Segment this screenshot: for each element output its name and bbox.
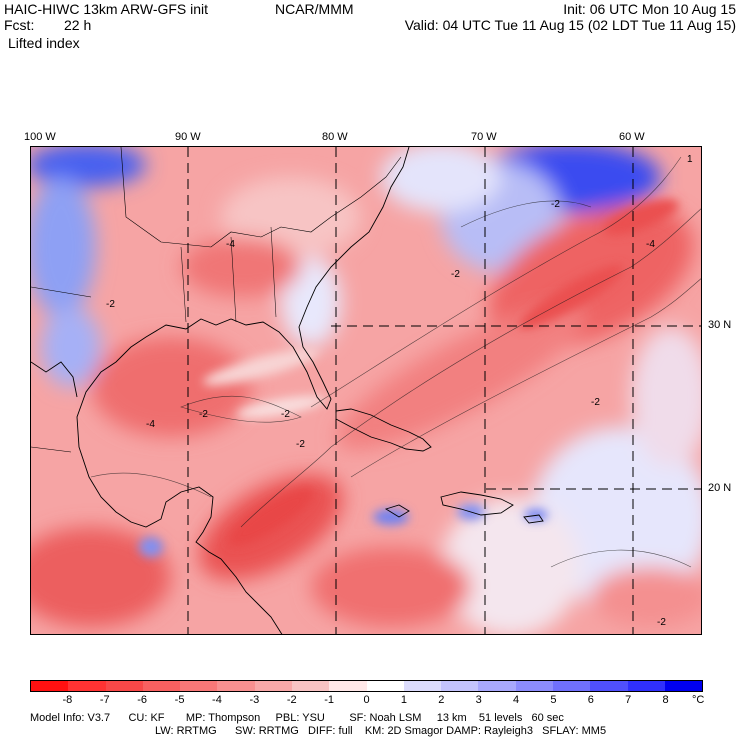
contour-label: -2 xyxy=(551,199,560,210)
colorbar-swatch xyxy=(31,681,69,691)
colorbar-swatch xyxy=(664,681,703,691)
lon-label-60w: 60 W xyxy=(619,131,645,143)
lon-label-70w: 70 W xyxy=(471,131,497,143)
contour-label: -2 xyxy=(296,439,305,450)
colorbar-tick-label: -4 xyxy=(212,694,222,706)
colorbar-swatch xyxy=(105,681,143,691)
jamaica-outline xyxy=(384,504,410,518)
plains-stable-area xyxy=(31,147,146,187)
lat-label-30n: 30 N xyxy=(708,319,732,331)
colorbar-tick-label: -5 xyxy=(174,694,185,706)
colorbar-tick-label: 5 xyxy=(550,694,557,706)
map-svg: -2 -4 -2 -4 -2 -2 -2 -4 -2 -2 1 -2 xyxy=(31,147,701,634)
colorbar-tick-label: 2 xyxy=(438,694,445,706)
colorbar-tick-label: 7 xyxy=(625,694,632,706)
colorbar-tick-label: -8 xyxy=(62,694,73,706)
contour-label: -4 xyxy=(226,239,235,250)
forecast-label: Fcst: xyxy=(4,17,35,33)
contour-label: -2 xyxy=(281,409,290,420)
lat-label-20n: 20 N xyxy=(708,482,732,494)
lon-label-80w: 80 W xyxy=(322,131,348,143)
colorbar-unit: °C xyxy=(692,694,705,706)
coastlines xyxy=(31,147,544,634)
lifted-index-colorbar xyxy=(30,680,703,692)
latlon-grid xyxy=(187,147,701,634)
colorbar-tick-label: 3 xyxy=(475,694,482,706)
contour-label: -4 xyxy=(146,419,155,430)
forecast-hours: 22 h xyxy=(64,17,92,33)
field-name: Lifted index xyxy=(8,35,80,51)
puerto-rico-outline xyxy=(523,514,544,524)
colorbar-tick-label: -2 xyxy=(286,694,297,706)
colorbar-swatch xyxy=(590,681,628,691)
model-title: HAIC-HIWC 13km ARW-GFS init xyxy=(4,1,209,17)
lifted-index-map: -2 -4 -2 -4 -2 -2 -2 -4 -2 -2 1 -2 xyxy=(30,146,702,635)
colorbar-tick-label: 1 xyxy=(400,694,407,706)
colorbar-tick-label: 0 xyxy=(363,694,370,706)
colorbar-swatch xyxy=(403,681,442,691)
colorbar-swatch xyxy=(217,681,255,691)
init-time: Init: 06 UTC Mon 10 Aug 15 xyxy=(563,1,736,17)
colorbar-tick-label: -7 xyxy=(99,694,110,706)
colorbar-tick-label: -1 xyxy=(324,694,334,706)
lon-label-90w: 90 W xyxy=(175,131,201,143)
colorbar-swatch xyxy=(142,681,181,691)
valid-time: Valid: 04 UTC Tue 11 Aug 15 (02 LDT Tue … xyxy=(404,17,736,33)
org-label: NCAR/MMM xyxy=(275,1,354,17)
colorbar-swatch xyxy=(627,681,665,691)
colorbar-swatch xyxy=(366,681,404,691)
colorbar-tick-label: 6 xyxy=(587,694,594,706)
lon-label-100w: 100 W xyxy=(24,131,56,143)
contour-lines xyxy=(90,156,701,568)
colorbar-swatch xyxy=(478,681,516,691)
mainland-coast xyxy=(76,147,410,634)
contour-label: -2 xyxy=(199,409,208,420)
hispaniola-outline xyxy=(440,491,514,516)
contour-label: -2 xyxy=(591,397,600,408)
colorbar-tick-label: 8 xyxy=(662,694,669,706)
gulf-coast-west xyxy=(31,361,78,398)
colorbar-swatch xyxy=(329,681,367,691)
model-info-line2: LW: RRTMG SW: RRTMG DIFF: full KM: 2D Sm… xyxy=(155,725,607,737)
contour-label: -2 xyxy=(106,299,115,310)
colorbar-tick-label: -3 xyxy=(249,694,260,706)
colorbar-swatch xyxy=(441,681,479,691)
contour-value-labels: -2 -4 -2 -4 -2 -2 -2 -4 -2 -2 1 -2 xyxy=(106,154,693,628)
colorbar-swatch xyxy=(291,681,330,691)
colorbar-swatch xyxy=(180,681,218,691)
field-detail xyxy=(139,199,679,557)
colorbar-tick-label: 4 xyxy=(512,694,520,706)
colorbar-swatch xyxy=(552,681,591,691)
contour-label: 1 xyxy=(687,154,693,165)
contour-label: -2 xyxy=(451,269,460,280)
state-borders xyxy=(120,147,402,248)
contour-label: -4 xyxy=(646,239,655,250)
colorbar-swatch xyxy=(515,681,553,691)
colorbar-swatch xyxy=(68,681,106,691)
model-info-line1: Model Info: V3.7 CU: KF MP: Thompson PBL… xyxy=(30,712,564,724)
colorbar-swatch xyxy=(254,681,292,691)
cuba-outline xyxy=(335,408,432,452)
colorbar-tick-label: -6 xyxy=(137,694,148,706)
contour-label: -2 xyxy=(657,617,666,628)
